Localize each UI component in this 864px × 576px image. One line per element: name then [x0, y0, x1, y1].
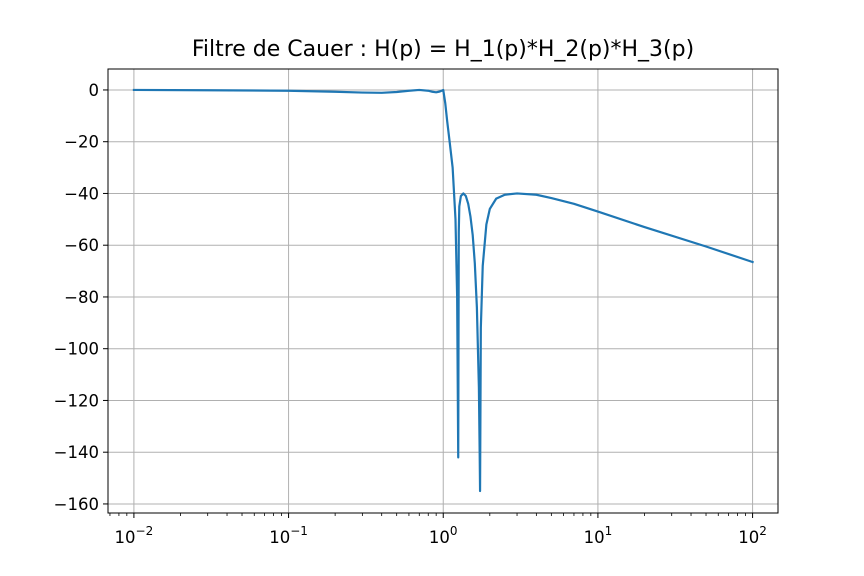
- y-tick-label: 0: [89, 81, 100, 100]
- x-tick-label: 101: [584, 524, 613, 547]
- y-tick-label: −20: [64, 133, 99, 152]
- y-tick-label: −80: [64, 288, 99, 307]
- y-tick-label: −60: [64, 236, 99, 255]
- x-tick-label: 102: [738, 524, 767, 547]
- x-tick-label: 10−1: [269, 524, 308, 547]
- y-tick-label: −120: [54, 391, 99, 410]
- plot-area: [132, 88, 754, 493]
- y-tick-label: −100: [54, 340, 99, 359]
- chart-title: Filtre de Cauer : H(p) = H_1(p)*H_2(p)*H…: [192, 37, 694, 62]
- grid: [108, 69, 778, 513]
- y-tick-label: −40: [64, 184, 99, 203]
- x-tick-label: 10−2: [115, 524, 154, 547]
- ticks: 0 −20 −40 −60 −80 −100 −120 −140 −160 10−2 10−1 100…: [54, 81, 767, 547]
- series-line: [132, 88, 754, 493]
- x-tick-label: 100: [429, 524, 458, 547]
- y-tick-label: −140: [54, 443, 99, 462]
- y-tick-label: −160: [54, 495, 99, 514]
